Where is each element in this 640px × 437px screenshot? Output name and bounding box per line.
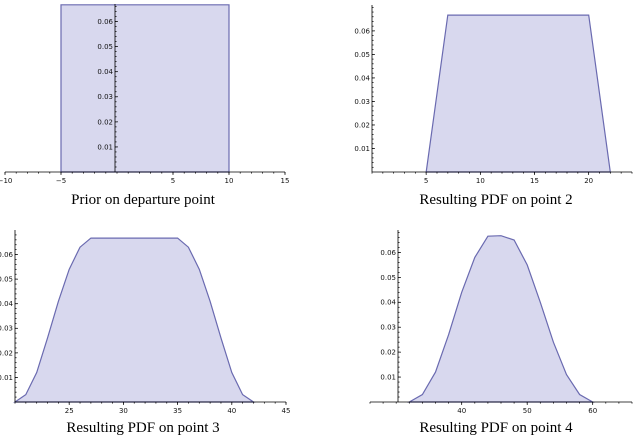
x-tick-label: −10	[0, 177, 12, 185]
x-tick-label: 60	[588, 407, 597, 415]
x-tick-label: −5	[56, 177, 66, 185]
chart-2: 5 10 15 20 0.01 0.02 0.03 0.04 0.05 0.06 Resulting…	[354, 5, 633, 208]
y-tick-label: 0.03	[380, 324, 396, 332]
y-tick-label: 0.04	[354, 74, 370, 82]
y-tick-label: 0.05	[0, 276, 13, 284]
y-tick-label: 0.05	[380, 274, 396, 282]
x-tick-label: 5	[171, 177, 175, 185]
y-tick-label: 0.01	[97, 143, 113, 151]
x-tick-label: 20	[584, 177, 593, 185]
x-tick-label: 25	[65, 407, 74, 415]
pdf-area	[60, 4, 230, 173]
y-tick-label: 0.05	[97, 43, 113, 51]
x-tick-label: 15	[530, 177, 539, 185]
y-tick-label: 0.02	[97, 118, 113, 126]
x-tick-label: 5	[424, 177, 428, 185]
y-tick-label: 0.02	[0, 349, 13, 357]
x-tick-label: 40	[227, 407, 236, 415]
chart-caption: Resulting PDF on point 3	[66, 420, 219, 436]
y-tick-label: 0.05	[354, 51, 370, 59]
chart-1: −10 −5 5 10 15 0.01 0.02 0.03 0.04 0.05 0.06 Prior …	[0, 4, 289, 208]
y-tick-label: 0.04	[0, 300, 14, 308]
y-tick-label: 0.06	[380, 249, 396, 257]
chart-3: 25 30 35 40 45 0.01 0.02 0.03 0.04 0.05 0.06 Result…	[0, 230, 290, 436]
y-tick-label: 0.06	[354, 27, 370, 35]
y-tick-label: 0.02	[380, 349, 396, 357]
y-tick-label: 0.03	[0, 325, 13, 333]
x-tick-label: 15	[281, 177, 290, 185]
pdf-area	[425, 14, 611, 173]
y-tick-label: 0.01	[0, 374, 13, 382]
y-tick-label: 0.04	[380, 299, 396, 307]
y-tick-label: 0.03	[97, 93, 113, 101]
x-tick-label: 45	[282, 407, 291, 415]
y-tick-label: 0.04	[97, 68, 113, 76]
y-tick-label: 0.01	[380, 373, 396, 381]
x-tick-label: 10	[476, 177, 485, 185]
x-tick-label: 50	[523, 407, 532, 415]
y-tick-label: 0.02	[354, 121, 370, 129]
y-tick-label: 0.03	[354, 98, 370, 106]
chart-4: 40 50 60 0.01 0.02 0.03 0.04 0.05 0.06 Resulting …	[369, 230, 633, 436]
y-tick-label: 0.06	[0, 251, 14, 259]
x-tick-label: 35	[173, 407, 182, 415]
pdf-area	[407, 235, 595, 403]
x-tick-label: 10	[225, 177, 234, 185]
chart-caption: Resulting PDF on point 2	[419, 192, 572, 208]
pdf-area	[13, 237, 256, 403]
y-tick-label: 0.06	[97, 18, 113, 26]
chart-caption: Resulting PDF on point 4	[419, 420, 573, 436]
x-tick-label: 30	[119, 407, 128, 415]
x-tick-label: 40	[457, 407, 466, 415]
chart-caption: Prior on departure point	[71, 192, 216, 208]
y-tick-label: 0.01	[354, 145, 370, 153]
